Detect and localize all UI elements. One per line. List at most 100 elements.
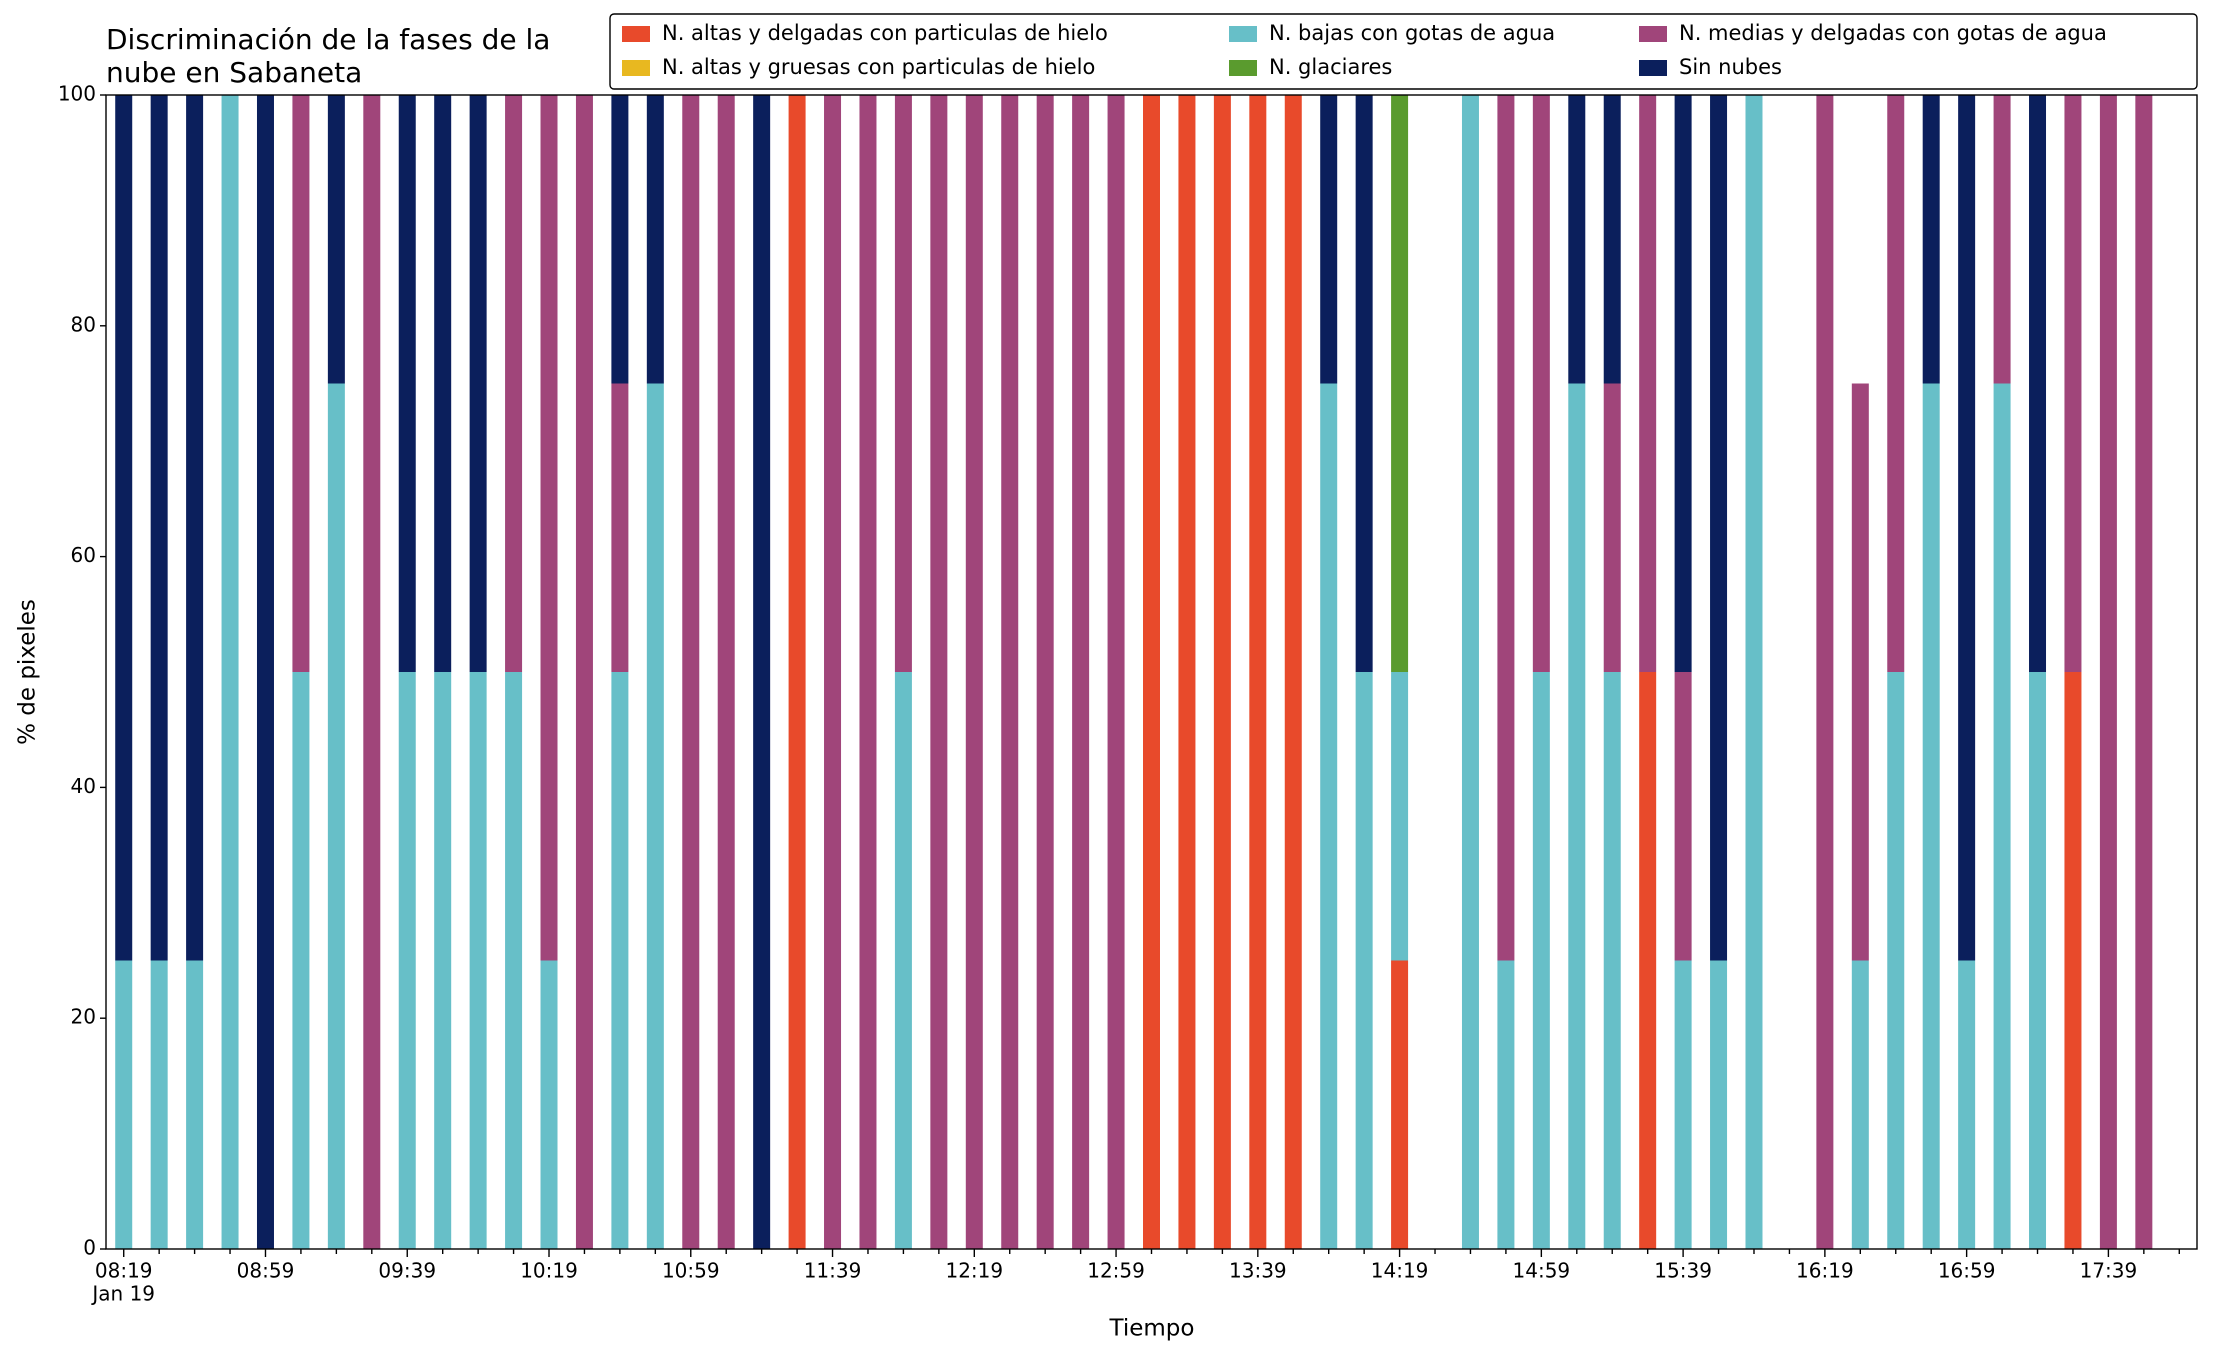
- bar-segment: [1001, 95, 1019, 1249]
- bar-segment: [717, 95, 735, 1249]
- bar-segment: [256, 95, 274, 1249]
- bar-segment: [2064, 672, 2082, 1249]
- bar-segment: [1922, 95, 1940, 384]
- bar-segment: [1355, 95, 1373, 672]
- bar-segment: [398, 95, 416, 672]
- x-tick-label: 16:59: [1938, 1259, 1996, 1283]
- bar-segment: [186, 95, 204, 961]
- bar-segment: [292, 95, 310, 672]
- chart-title: nube en Sabaneta: [106, 56, 362, 89]
- bar-segment: [1568, 383, 1586, 1249]
- y-tick-label: 0: [83, 1236, 96, 1260]
- x-tick-label: 13:39: [1229, 1259, 1287, 1283]
- bar-segment: [1958, 95, 1976, 961]
- bar-segment: [469, 95, 487, 672]
- x-sublabel: Jan 19: [90, 1282, 155, 1306]
- bar-segment: [2135, 95, 2153, 1249]
- bar-segment: [1143, 95, 1160, 1249]
- bar-segment: [1745, 95, 1763, 1249]
- bar-segment: [753, 95, 771, 1249]
- legend-label: N. glaciares: [1269, 55, 1392, 79]
- bar-segment: [2029, 672, 2047, 1249]
- bar-segment: [859, 95, 877, 1249]
- bar-segment: [1887, 95, 1905, 672]
- bar-segment: [469, 672, 487, 1249]
- bar-segment: [1710, 95, 1728, 961]
- bar-segment: [1674, 95, 1692, 672]
- bar-segment: [1851, 960, 1869, 1249]
- bar-segment: [1178, 95, 1196, 1249]
- bar-segment: [1532, 672, 1550, 1249]
- bar-segment: [1391, 95, 1409, 672]
- bar-segment: [646, 95, 664, 384]
- bar-segment: [1887, 672, 1905, 1249]
- bar-segment: [1497, 95, 1515, 961]
- chart-title: Discriminación de la fases de la: [106, 23, 550, 56]
- legend-box: [609, 13, 2198, 90]
- bar-segment: [1107, 95, 1125, 1249]
- bar-segment: [575, 95, 593, 1249]
- x-tick-label: 14:59: [1513, 1259, 1571, 1283]
- x-tick-label: 15:39: [1654, 1259, 1712, 1283]
- bar-segment: [1993, 383, 2011, 1249]
- y-tick-label: 20: [71, 1005, 96, 1029]
- bar-segment: [1284, 95, 1302, 1249]
- legend-label: Sin nubes: [1679, 55, 1782, 79]
- legend-swatch: [622, 26, 650, 42]
- bar-segment: [115, 95, 133, 961]
- y-axis-title: % de pixeles: [15, 599, 41, 745]
- bar-segment: [1710, 960, 1728, 1249]
- bar-segment: [363, 95, 381, 1249]
- x-tick-label: 11:39: [804, 1259, 862, 1283]
- bar-segment: [1461, 95, 1479, 1249]
- bar-segment: [327, 383, 345, 1249]
- legend: N. altas y delgadas con particulas de hi…: [609, 13, 2198, 90]
- x-tick-label: 09:39: [378, 1259, 436, 1283]
- bar-segment: [150, 95, 168, 961]
- bar-segment: [292, 672, 310, 1249]
- bar-segment: [1391, 960, 1409, 1249]
- y-tick-label: 60: [71, 543, 96, 567]
- bar-segment: [788, 95, 806, 1249]
- bar-segment: [505, 95, 523, 672]
- bar-segment: [115, 960, 133, 1249]
- legend-label: N. altas y gruesas con particulas de hie…: [662, 55, 1095, 79]
- bar-segment: [1249, 95, 1267, 1249]
- bar-segment: [150, 960, 168, 1249]
- x-axis-title: Tiempo: [1109, 1316, 1195, 1342]
- bar-segment: [1639, 95, 1657, 672]
- bar-segment: [1497, 960, 1515, 1249]
- legend-label: N. bajas con gotas de agua: [1269, 21, 1555, 45]
- bar-segment: [1639, 672, 1657, 1249]
- bar-segment: [1320, 95, 1338, 384]
- bar-segment: [894, 95, 912, 672]
- x-tick-label: 12:19: [945, 1259, 1003, 1283]
- x-tick-label: 14:19: [1371, 1259, 1429, 1283]
- legend-label: N. altas y delgadas con particulas de hi…: [662, 21, 1108, 45]
- bar-segment: [611, 95, 629, 384]
- bar-segment: [398, 672, 416, 1249]
- bar-segment: [327, 95, 345, 384]
- bar-segment: [1603, 95, 1621, 384]
- bar-segment: [1922, 383, 1940, 1249]
- legend-swatch: [1639, 60, 1667, 76]
- x-tick-label: 08:19: [95, 1259, 153, 1283]
- bar-segment: [1568, 95, 1586, 384]
- bar-segment: [930, 95, 948, 1249]
- plot-frame: [105, 94, 2198, 1250]
- bar-segment: [646, 383, 664, 1249]
- x-tick-label: 10:59: [662, 1259, 720, 1283]
- bar-segment: [2064, 95, 2082, 672]
- x-tick-label: 10:19: [520, 1259, 578, 1283]
- bar-segment: [2029, 95, 2047, 672]
- bar-segment: [1674, 672, 1692, 961]
- y-tick-label: 100: [58, 82, 96, 106]
- bar-segment: [1958, 960, 1976, 1249]
- bar-segment: [1993, 95, 2011, 384]
- y-tick-label: 40: [71, 774, 96, 798]
- bar-segment: [824, 95, 842, 1249]
- bar-segment: [1603, 672, 1621, 1249]
- legend-swatch: [1639, 26, 1667, 42]
- x-tick-label: 12:59: [1087, 1259, 1145, 1283]
